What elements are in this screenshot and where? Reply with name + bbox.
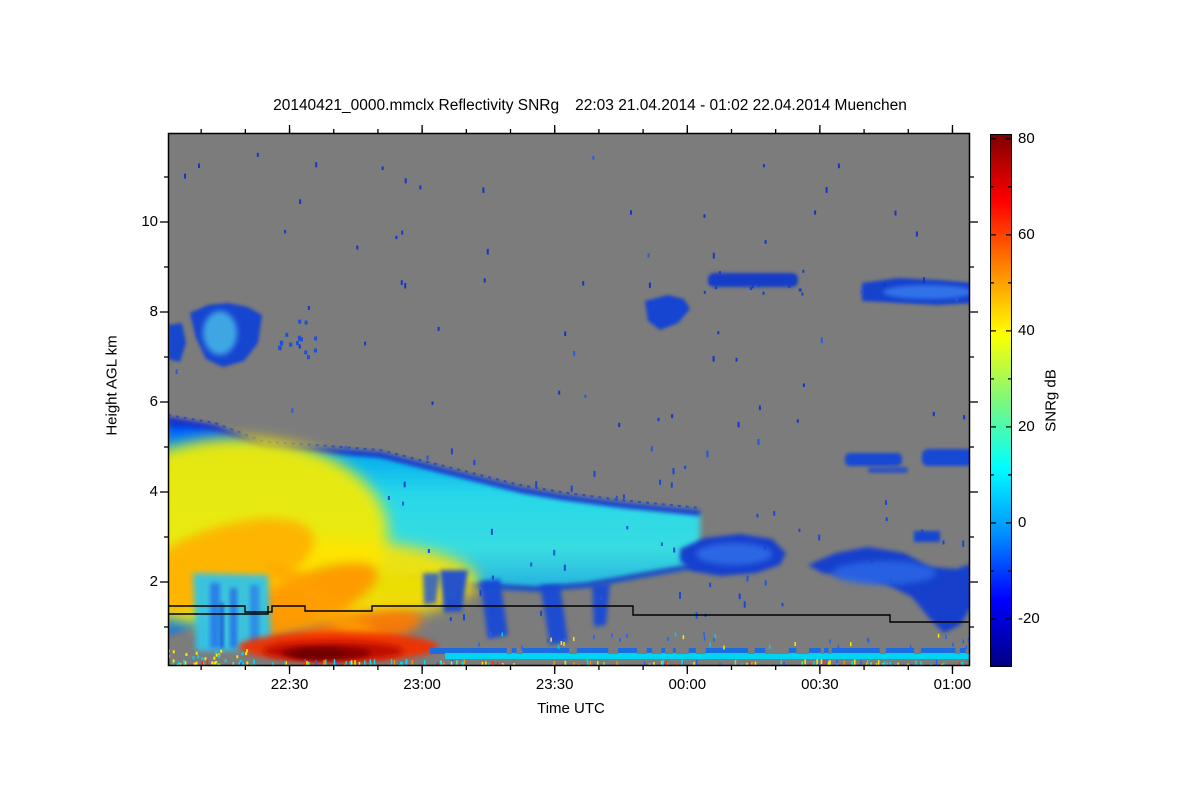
speckle-layer bbox=[168, 152, 970, 666]
x-tick-label: 01:00 bbox=[933, 676, 972, 693]
y-axis-label: Height AGL km bbox=[103, 335, 121, 436]
colorbar-tick-label: 20 bbox=[1018, 417, 1035, 435]
y-tick-label: 2 bbox=[149, 573, 158, 590]
melting-layer-contour-low bbox=[168, 606, 269, 615]
axis-ticks bbox=[160, 125, 978, 674]
plot-frame bbox=[167, 132, 971, 667]
colorbar-tick-label: 40 bbox=[1018, 321, 1035, 339]
melting-layer-contour bbox=[168, 605, 970, 623]
colorbar-label: SNRg dB bbox=[1042, 369, 1060, 432]
plot-title-left: 20140421_0000.mmclx Reflectivity SNRg bbox=[273, 97, 560, 114]
y-tick-label: 4 bbox=[149, 483, 158, 500]
no-signal-background bbox=[168, 133, 970, 666]
x-axis-label: Time UTC bbox=[537, 700, 605, 717]
colorbar-tick-label: 0 bbox=[1018, 513, 1027, 531]
plot-title: 20140421_0000.mmclx Reflectivity SNRg 22:… bbox=[168, 97, 1012, 115]
colorbar-tick-label: -20 bbox=[1018, 609, 1040, 627]
y-tick-label: 8 bbox=[149, 303, 158, 320]
x-tick-label: 23:00 bbox=[403, 676, 441, 693]
x-tick-label: 22:30 bbox=[270, 676, 309, 693]
y-tick-label: 6 bbox=[149, 393, 158, 410]
y-tick-label: 10 bbox=[141, 213, 158, 230]
x-tick-label: 00:30 bbox=[801, 676, 839, 693]
x-tick-label: 23:30 bbox=[535, 676, 574, 693]
colorbar-tick-label: 80 bbox=[1018, 129, 1035, 147]
x-tick-label: 00:00 bbox=[668, 676, 707, 693]
colorbar-tick-label: 60 bbox=[1018, 225, 1035, 243]
plot-title-right: 22:03 21.04.2014 - 01:02 22.04.2014 Muen… bbox=[575, 97, 907, 114]
colorbar bbox=[990, 134, 1012, 667]
